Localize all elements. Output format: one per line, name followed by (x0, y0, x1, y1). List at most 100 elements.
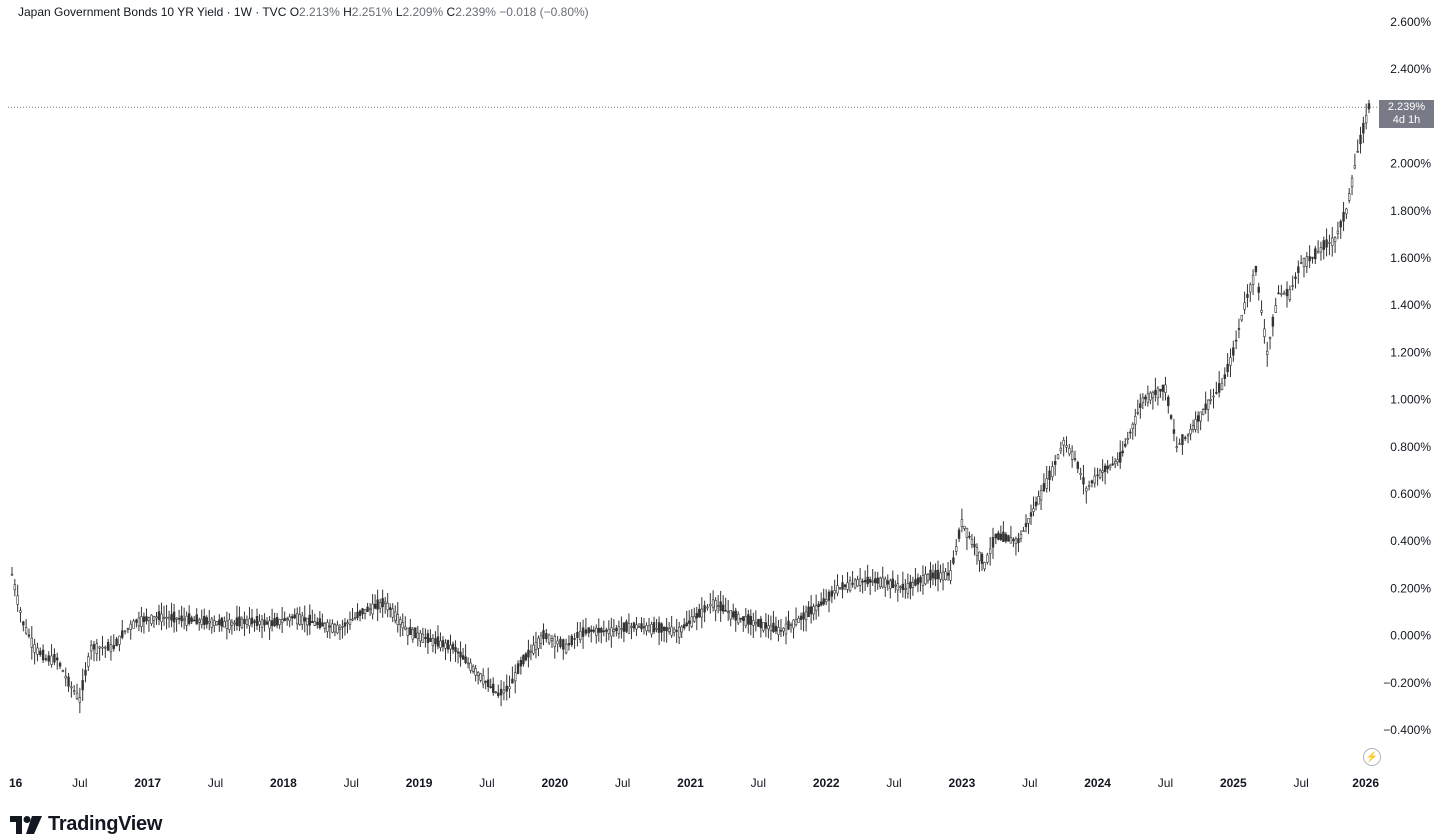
candle (13, 579, 17, 597)
candle (726, 599, 730, 621)
tradingview-logo[interactable]: TradingView (10, 813, 162, 836)
candle-body (685, 622, 688, 626)
candle (884, 576, 887, 597)
candle-body (263, 619, 266, 626)
candle-body (1119, 452, 1122, 463)
candle (84, 662, 87, 683)
candle-body (1266, 350, 1269, 355)
candle-body (33, 644, 36, 653)
candle (1129, 428, 1132, 439)
candle (1076, 460, 1080, 474)
candle-body (1311, 256, 1314, 259)
candle (868, 576, 872, 596)
candle (721, 595, 725, 615)
y-tick-label: 2.600% (1390, 15, 1431, 29)
candle (767, 614, 770, 639)
candle-body (228, 619, 231, 630)
candle (1116, 452, 1119, 467)
candle (709, 593, 712, 614)
candle (550, 634, 554, 648)
candle-body (789, 624, 793, 626)
candle-body (1169, 415, 1173, 419)
candle-body (118, 635, 121, 645)
candle-body (1226, 363, 1229, 373)
candle (1328, 234, 1331, 256)
candle (579, 622, 582, 644)
candle (1243, 291, 1246, 315)
candle (306, 617, 309, 636)
candle-body (1257, 286, 1260, 293)
candle (799, 612, 803, 630)
candle-body (316, 621, 319, 626)
high-label: H (343, 5, 352, 19)
candle-body (243, 618, 246, 624)
candle (109, 635, 113, 661)
candle-body (1294, 276, 1297, 280)
candle-body (1106, 465, 1109, 470)
candle-body (1322, 240, 1325, 250)
y-tick-label: −0.400% (1383, 723, 1431, 737)
candle-body (764, 622, 768, 629)
candle-body (939, 572, 942, 580)
candle (921, 565, 925, 595)
candle (311, 609, 314, 624)
candle (235, 605, 239, 631)
candle-body (737, 613, 740, 624)
candle-body (866, 576, 869, 585)
chart-header: Japan Government Bonds 10 YR Yield · 1W … (18, 5, 589, 19)
candle (635, 616, 638, 637)
candle (494, 691, 497, 694)
candle-body (592, 629, 595, 632)
candle-body (326, 622, 329, 632)
candle (240, 616, 244, 630)
x-tick-label: 2026 (1352, 776, 1379, 790)
candle (476, 671, 480, 685)
candle-body (81, 680, 84, 691)
candle-body (516, 663, 520, 674)
candle-body (706, 606, 709, 609)
candle (706, 604, 709, 611)
candle-body (833, 590, 836, 594)
candle (1345, 207, 1348, 219)
x-tick-label: 2019 (406, 776, 433, 790)
price-chart[interactable]: 2.600%2.400%2.200%2.000%1.800%1.600%1.40… (0, 0, 1456, 800)
auto-scale-icon[interactable]: ⚡ (1363, 748, 1381, 766)
candle-body (1053, 461, 1057, 465)
candle (1217, 371, 1221, 398)
candle-body (356, 611, 359, 619)
candle-body (1175, 446, 1178, 449)
candle (632, 621, 636, 633)
candle-body (858, 578, 862, 586)
candle (147, 616, 151, 632)
candle-body (233, 622, 236, 625)
candle-body (817, 603, 820, 607)
candle-body (487, 679, 490, 688)
candle-body (550, 638, 554, 641)
candle-body (754, 622, 758, 625)
candle-body (205, 617, 208, 625)
candle (323, 621, 327, 633)
candle (230, 619, 234, 635)
candle-body (270, 620, 274, 627)
candle (545, 628, 548, 643)
candle (754, 610, 758, 632)
candle-body (502, 689, 506, 694)
candle (739, 617, 742, 623)
candle-body (361, 608, 364, 615)
tradingview-mark-icon (10, 815, 42, 834)
candle-body (698, 608, 701, 618)
candle-body (481, 675, 485, 685)
candle-body (647, 625, 651, 632)
last-price-value: 2.239% (1387, 101, 1426, 113)
candle (162, 605, 166, 626)
candle (1042, 473, 1046, 492)
candle-body (492, 683, 495, 693)
x-tick-label: 2022 (813, 776, 840, 790)
candle-body (446, 639, 450, 650)
candle (876, 571, 879, 590)
candle-body (610, 627, 613, 637)
candle-body (253, 620, 256, 623)
candle-body (1319, 247, 1323, 253)
x-tick-label: Jul (1158, 776, 1173, 790)
change-value: −0.018 (−0.80%) (499, 5, 589, 19)
